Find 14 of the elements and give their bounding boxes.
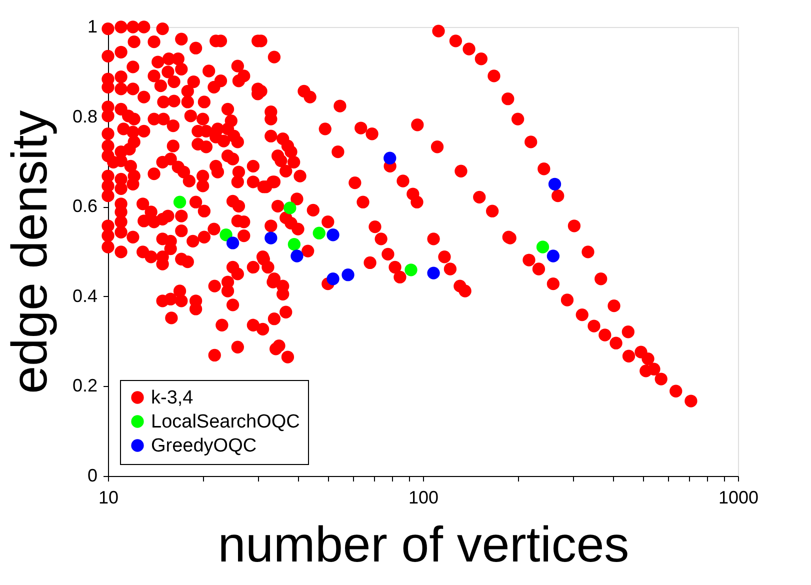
legend-label: LocalSearchOQC: [151, 412, 300, 432]
x-tick-label: 1000: [718, 488, 759, 508]
x-axis-title: number of vertices: [218, 516, 630, 572]
y-axis-title: edge density: [1, 110, 58, 394]
y-tick-label: 1: [87, 16, 98, 36]
y-tick-label: 0: [87, 466, 98, 486]
y-tick-label: 0.8: [72, 106, 98, 126]
x-tick-label: 10: [98, 488, 119, 508]
legend-label: k-3,4: [151, 388, 194, 408]
y-tick-label: 0.2: [72, 376, 98, 396]
y-tick-label: 0.6: [72, 196, 98, 216]
x-tick-label: 100: [408, 488, 439, 508]
legend-label: GreedyOQC: [151, 436, 257, 456]
y-tick-label: 0.4: [72, 286, 98, 306]
